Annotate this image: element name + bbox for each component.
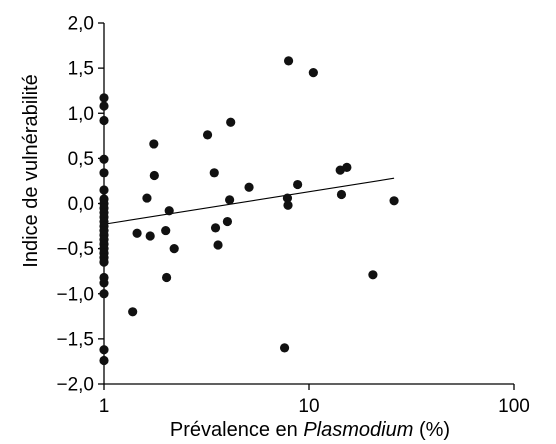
data-point [169,244,179,254]
y-tick-label: 2,0 [68,14,94,35]
data-point [149,139,159,149]
data-point [99,289,109,299]
data-point [389,196,399,206]
x-tick-label: 1 [99,396,110,417]
x-axis-title-part-2: Plasmodium [303,419,413,441]
x-tick-label: 10 [298,396,319,417]
y-axis: 2,0 1,5 1,0 0,5 0,0 −0,5 −1,0 −1,5 −2,0 [56,14,105,396]
x-axis-title-part-1: Prévalence en [170,419,303,441]
data-point [161,272,172,283]
data-point [145,231,155,241]
y-tick-label: −1,5 [56,329,94,350]
data-point [99,185,109,195]
data-point [99,345,109,355]
data-point [164,206,174,216]
data-point [283,56,294,66]
y-axis-title: Indice de vulnérabilité [20,74,42,267]
y-tick-label: −2,0 [56,375,94,396]
data-point [279,343,290,353]
y-tick-label: 1,5 [68,59,94,80]
trendline [103,177,395,225]
data-point [336,189,347,200]
data-point [342,162,352,172]
data-point [202,130,213,140]
data-points [99,56,399,366]
data-point [209,168,219,178]
data-point [99,168,109,178]
y-tick-label: −1,0 [56,284,94,305]
data-point [368,270,378,280]
x-axis-title-part-3: (%) [413,419,450,441]
x-tick-label: 100 [498,396,530,417]
data-point [282,193,293,203]
data-point [99,101,109,111]
data-point [149,170,159,181]
y-tick-label: −0,5 [56,239,94,260]
data-point [99,278,109,288]
data-point [225,195,235,205]
data-point [213,240,223,250]
data-point [226,117,236,127]
data-point [132,228,142,238]
data-point [308,68,318,78]
x-axis: 1 10 100 [99,383,530,417]
data-point [222,216,233,227]
y-tick-label: 1,0 [68,104,94,125]
data-point [99,355,109,366]
data-point [283,200,293,210]
data-point [99,115,109,126]
data-point [244,182,254,192]
data-point [128,307,138,317]
data-point [142,193,152,203]
data-point [99,154,109,164]
trendline-group [103,177,395,225]
data-point [210,223,221,233]
x-axis-title: Prévalence en Plasmodium (%) [170,419,450,441]
data-point [161,225,171,236]
y-tick-label: 0,0 [68,194,94,215]
data-point [99,257,109,267]
data-point [293,179,303,190]
y-tick-label: 0,5 [68,149,94,170]
data-point [99,93,109,103]
